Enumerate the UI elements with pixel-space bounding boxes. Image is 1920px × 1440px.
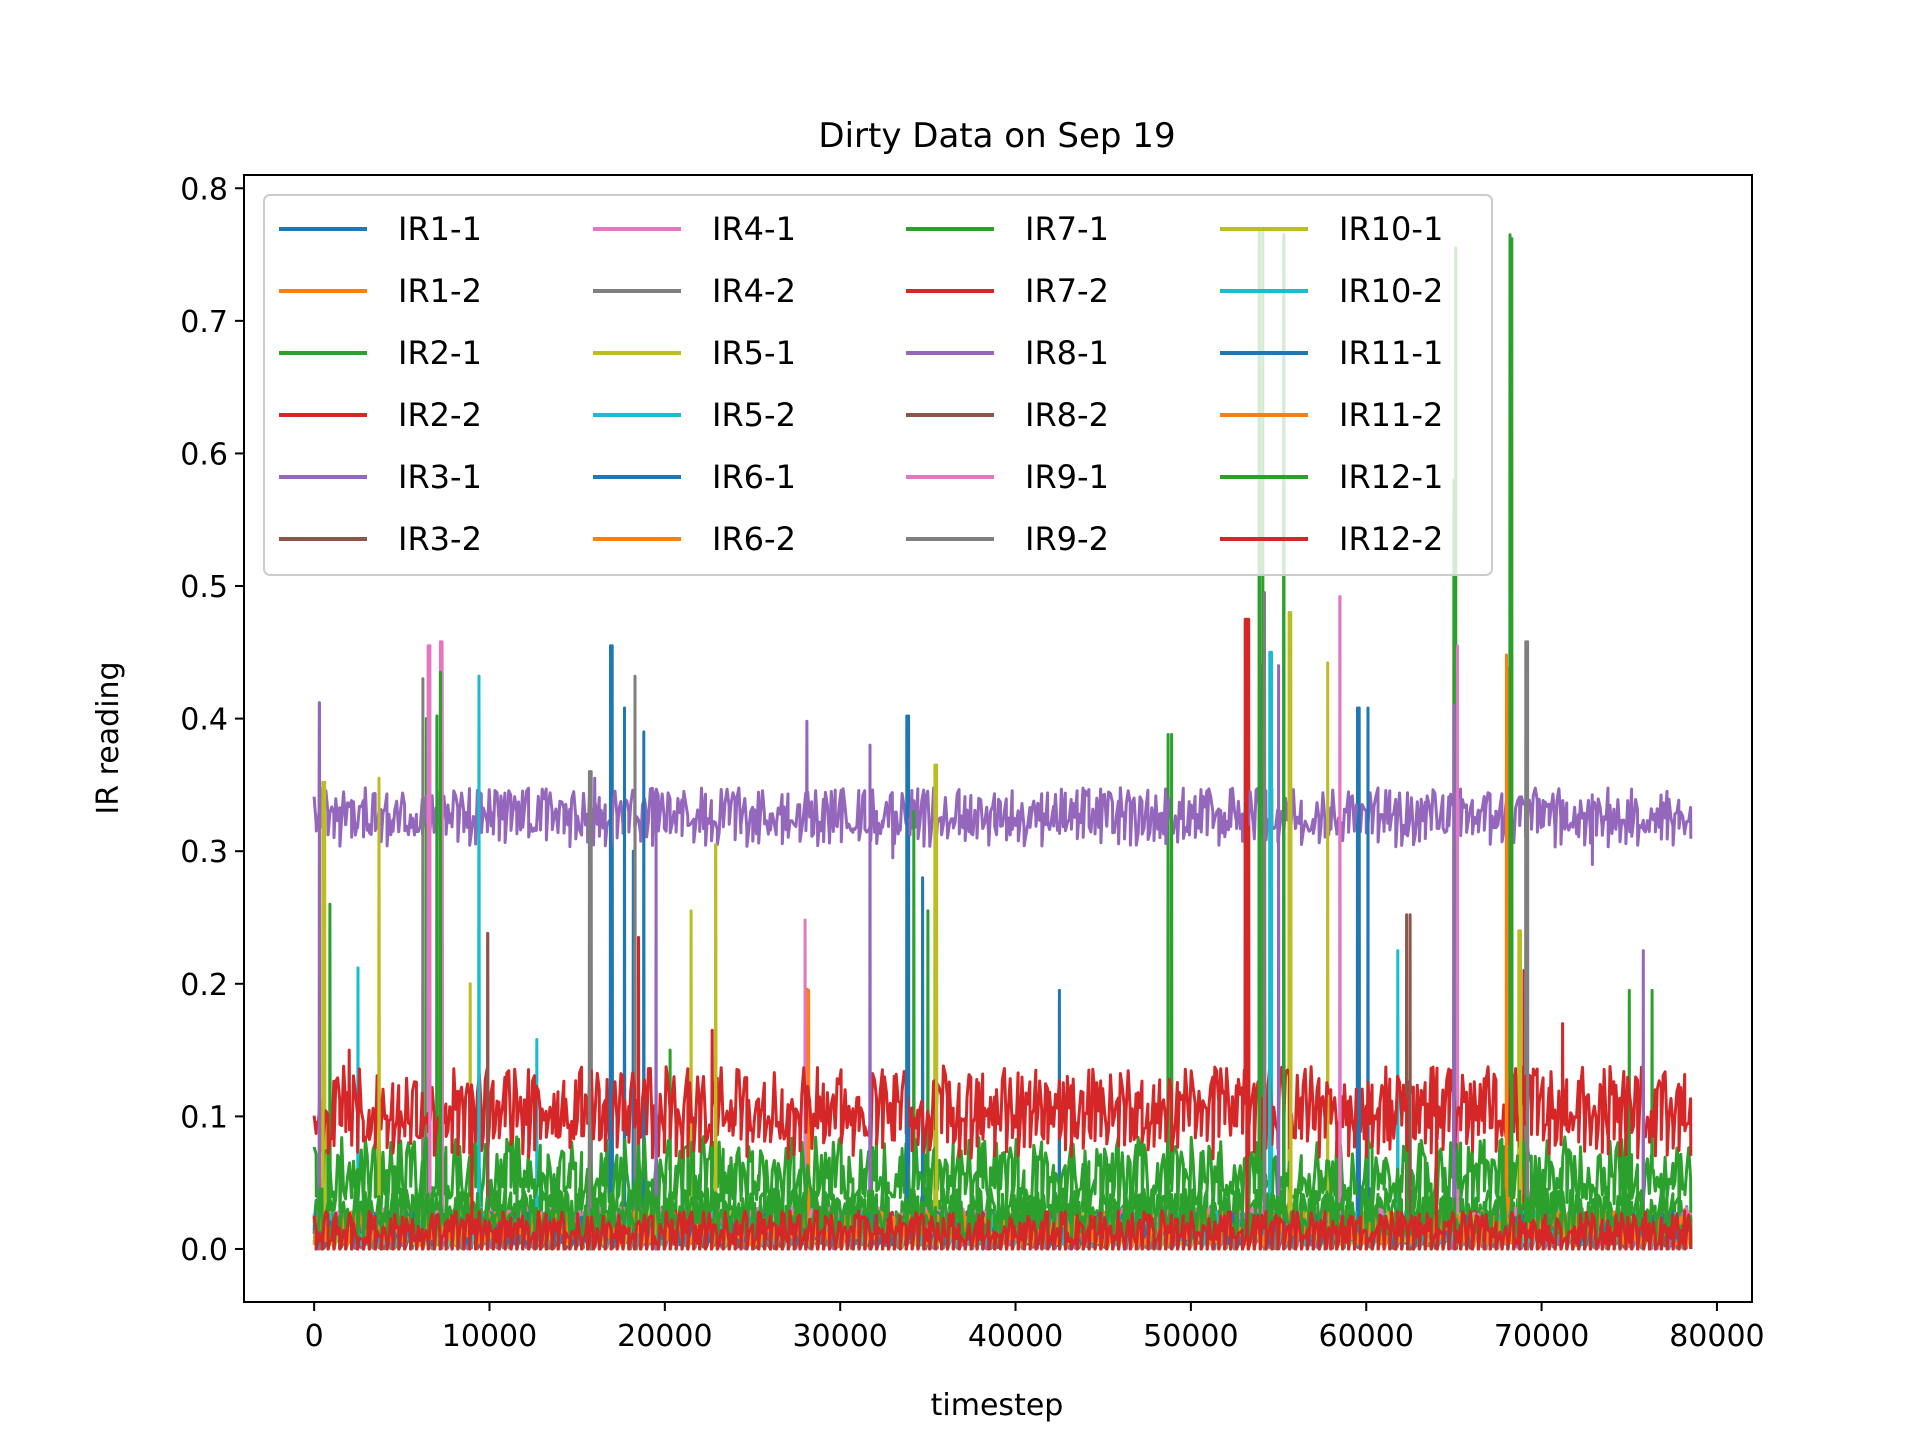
legend-label: IR2-2	[398, 396, 482, 434]
x-tick-label: 80000	[1669, 1319, 1764, 1354]
legend-label: IR12-2	[1339, 520, 1443, 558]
legend-label: IR7-2	[1025, 272, 1109, 310]
y-tick-label: 0.8	[180, 172, 228, 207]
y-tick-label: 0.6	[180, 437, 228, 472]
x-tick-label: 60000	[1319, 1319, 1414, 1354]
legend-label: IR3-2	[398, 520, 482, 558]
axes-frame	[243, 174, 1753, 1303]
legend-label: IR1-2	[398, 272, 482, 310]
legend-label: IR1-1	[398, 210, 482, 248]
x-tick-label: 70000	[1494, 1319, 1589, 1354]
legend-label: IR6-2	[712, 520, 796, 558]
x-tick-label: 30000	[792, 1319, 887, 1354]
legend-label: IR4-2	[712, 272, 796, 310]
legend-label: IR7-1	[1025, 210, 1109, 248]
legend-label: IR11-2	[1339, 396, 1443, 434]
x-axis-label: timestep	[931, 1388, 1064, 1423]
legend-label: IR8-1	[1025, 334, 1109, 372]
x-tick-label: 0	[305, 1319, 324, 1354]
x-axis: 0 10000 20000 30000 40000 50000 60000 70000 8000…	[305, 1302, 1765, 1354]
series-line-ir7-1	[312, 226, 1693, 1221]
y-axis: 0.0 0.1 0.2 0.3 0.4 0.5 0.6 0.7 0.8	[180, 172, 244, 1268]
legend-label: IR3-1	[398, 458, 482, 496]
series-line-ir12-2	[312, 617, 1693, 1251]
legend-label: IR10-1	[1339, 210, 1443, 248]
x-tick-label: 50000	[1143, 1319, 1238, 1354]
series-line-ir7-2	[312, 617, 1693, 1161]
series-line-ir3-1	[312, 664, 1693, 866]
legend-label: IR11-1	[1339, 334, 1443, 372]
legend: IR1-1 IR1-2 IR2-1 IR2-2 IR3-1 IR3-2 IR4-1 IR4-2…	[263, 194, 1493, 576]
legend-label: IR12-1	[1339, 458, 1443, 496]
plot-area	[312, 226, 1693, 1251]
y-tick-label: 0.5	[180, 570, 228, 605]
chart-title: Dirty Data on Sep 19	[818, 116, 1175, 156]
legend-label: IR6-1	[712, 458, 796, 496]
legend-label: IR2-1	[398, 334, 482, 372]
y-tick-label: 0.4	[180, 703, 228, 738]
x-tick-label: 20000	[617, 1319, 712, 1354]
x-tick-label: 40000	[968, 1319, 1063, 1354]
legend-label: IR8-2	[1025, 396, 1109, 434]
legend-label: IR9-1	[1025, 458, 1109, 496]
y-axis-label: IR reading	[91, 661, 126, 814]
legend-label: IR4-1	[712, 210, 796, 248]
y-tick-label: 0.3	[180, 835, 228, 870]
x-tick-label: 10000	[442, 1319, 537, 1354]
legend-label: IR5-1	[712, 334, 796, 372]
legend-label: IR5-2	[712, 396, 796, 434]
y-tick-label: 0.0	[180, 1233, 228, 1268]
y-tick-label: 0.2	[180, 968, 228, 1003]
legend-label: IR10-2	[1339, 272, 1443, 310]
y-tick-label: 0.1	[180, 1100, 228, 1135]
legend-box	[263, 194, 1493, 576]
y-tick-label: 0.7	[180, 305, 228, 340]
legend-label: IR9-2	[1025, 520, 1109, 558]
